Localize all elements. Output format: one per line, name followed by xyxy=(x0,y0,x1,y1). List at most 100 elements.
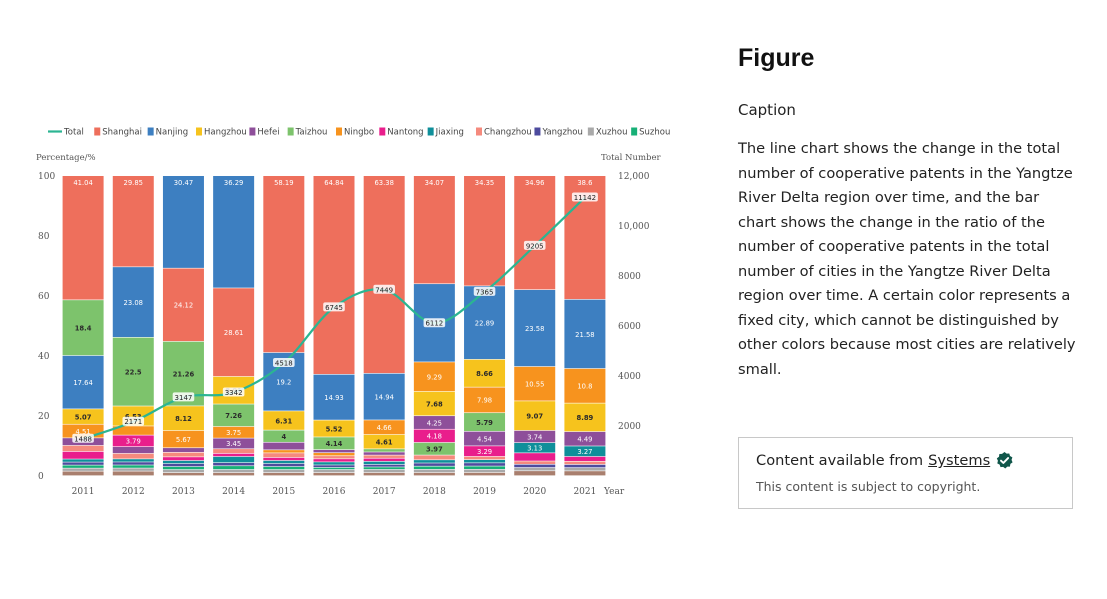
bar-data-label: 23.08 xyxy=(124,299,143,307)
x-tick-label: 2018 xyxy=(423,487,446,497)
bar-segment-suzhou xyxy=(213,466,255,470)
bar-segment-jiaxing xyxy=(313,462,355,465)
bar-segment-xuzhou xyxy=(263,469,305,473)
bar-segment-hefei xyxy=(413,416,455,429)
bar-data-label: 3.74 xyxy=(527,433,542,441)
bar-data-label: 21.58 xyxy=(575,331,594,339)
figure-side-panel: Figure Caption The line chart shows the … xyxy=(738,44,1078,382)
x-tick-label: 2014 xyxy=(222,487,245,497)
bar-data-label: 30.47 xyxy=(174,179,193,187)
verified-check-icon xyxy=(996,451,1013,469)
bar-segment-hefei xyxy=(263,442,305,450)
bar-data-label: 10.55 xyxy=(525,381,544,389)
bar-segment-changzhou xyxy=(413,455,455,460)
bar-segment-taizhou xyxy=(62,300,104,356)
bar-segment-ningbo xyxy=(112,426,154,435)
bar-segment-nantong xyxy=(514,453,556,461)
y2-tick-label: 8000 xyxy=(618,272,641,282)
bar-segment-taizhou xyxy=(363,449,405,452)
bar-segment-hefei xyxy=(564,431,606,446)
bar-segment-jiaxing xyxy=(263,460,305,464)
bar-segment-nantong xyxy=(363,458,405,462)
bar-segment-ningbo xyxy=(213,426,255,438)
legend-label-jiaxing: Jiaxing xyxy=(435,128,464,138)
bar-data-label: 34.35 xyxy=(475,179,494,187)
legend-swatch-shanghai xyxy=(94,127,101,136)
bar-data-label: 3.27 xyxy=(577,448,592,456)
bar-segment-hangzhou xyxy=(413,391,455,416)
x-tick-label: 2012 xyxy=(122,487,145,497)
legend-swatch-ningbo xyxy=(336,127,342,136)
bar-segment-xuzhou xyxy=(464,469,506,473)
bar-segment-ningbo xyxy=(62,424,104,438)
bar-data-label: 14.94 xyxy=(374,393,393,401)
bar-data-label: 5.79 xyxy=(476,419,493,427)
availability-row: Content available from Systems xyxy=(756,451,1055,470)
total-point-label: 11142 xyxy=(574,194,596,202)
bar-data-label: 21.26 xyxy=(173,370,195,378)
total-point-bg xyxy=(122,416,145,426)
bar-segment-changzhou xyxy=(313,456,355,459)
bar-data-label: 34.96 xyxy=(525,179,544,187)
legend-label-nantong: Nantong xyxy=(387,128,423,138)
bar-data-label: 4.54 xyxy=(477,435,492,443)
bar-segment-hefei xyxy=(213,438,255,449)
y2-tick-label: 12,000 xyxy=(618,172,650,182)
bar-segment-others xyxy=(564,471,606,476)
bar-segment-nantong xyxy=(313,459,355,462)
bar-segment-ningbo xyxy=(162,430,204,448)
bar-segment-shanghai xyxy=(213,288,255,377)
legend-label-shanghai: Shanghai xyxy=(102,128,142,138)
y-tick-label: 20 xyxy=(38,412,50,422)
total-point-bg xyxy=(373,284,395,294)
bar-data-label: 64.84 xyxy=(324,179,343,187)
x-tick-label: 2015 xyxy=(272,487,295,497)
bar-segment-changzhou xyxy=(464,456,506,460)
bar-data-label: 4.49 xyxy=(577,436,592,444)
bar-segment-suzhou xyxy=(313,467,355,470)
y-tick-label: 60 xyxy=(38,292,50,302)
bar-segment-hangzhou xyxy=(514,401,556,431)
bar-segment-nantong xyxy=(564,456,606,461)
legend-label-nanjing: Nanjing xyxy=(156,128,188,138)
availability-prefix: Content available from xyxy=(756,452,924,469)
bar-segment-hangzhou xyxy=(162,406,204,431)
systems-link[interactable]: Systems xyxy=(928,452,991,469)
bar-segment-changzhou xyxy=(263,453,305,458)
bar-segment-hefei xyxy=(363,452,405,455)
x-tick-label: 2021 xyxy=(573,487,596,497)
caption-label: Caption xyxy=(738,101,796,119)
y-axis-title: Percentage/% xyxy=(36,153,96,163)
bar-segment-nanjing xyxy=(213,176,255,288)
bar-segment-xuzhou xyxy=(162,469,204,473)
bar-data-label: 5.52 xyxy=(326,425,343,433)
bar-data-label: 5.67 xyxy=(176,436,191,444)
bar-segment-yangzhou xyxy=(162,463,204,467)
bar-segment-ningbo xyxy=(514,366,556,401)
bar-data-label: 8.12 xyxy=(175,415,192,423)
bar-data-label: 41.04 xyxy=(73,179,92,187)
bar-segment-ningbo xyxy=(363,420,405,435)
bar-segment-yangzhou xyxy=(363,464,405,467)
caption-text: The line chart shows the change in the t… xyxy=(738,140,1076,378)
bar-data-label: 58.19 xyxy=(274,179,293,187)
bar-data-label: 3.97 xyxy=(426,446,443,454)
bar-data-label: 3.79 xyxy=(126,438,141,446)
total-point-bg xyxy=(172,392,195,402)
bar-data-label: 10.8 xyxy=(577,383,592,391)
bar-segment-yangzhou xyxy=(464,463,506,466)
bar-segment-suzhou xyxy=(263,466,305,470)
legend-swatch-suzhou xyxy=(631,127,638,136)
bar-segment-yangzhou xyxy=(313,465,355,468)
bar-data-label: 4 xyxy=(281,433,286,441)
bar-segment-xuzhou xyxy=(564,467,606,471)
bar-data-label: 24.12 xyxy=(174,302,193,310)
total-point-bg xyxy=(273,358,295,368)
legend-swatch-jiaxing xyxy=(427,127,434,136)
bar-data-label: 14.93 xyxy=(324,394,343,402)
bar-data-label: 28.61 xyxy=(224,329,243,337)
bar-segment-jiaxing xyxy=(564,446,606,457)
bar-segment-nantong xyxy=(162,457,204,461)
bar-segment-xuzhou xyxy=(112,468,154,471)
total-point-label: 3342 xyxy=(225,389,243,397)
